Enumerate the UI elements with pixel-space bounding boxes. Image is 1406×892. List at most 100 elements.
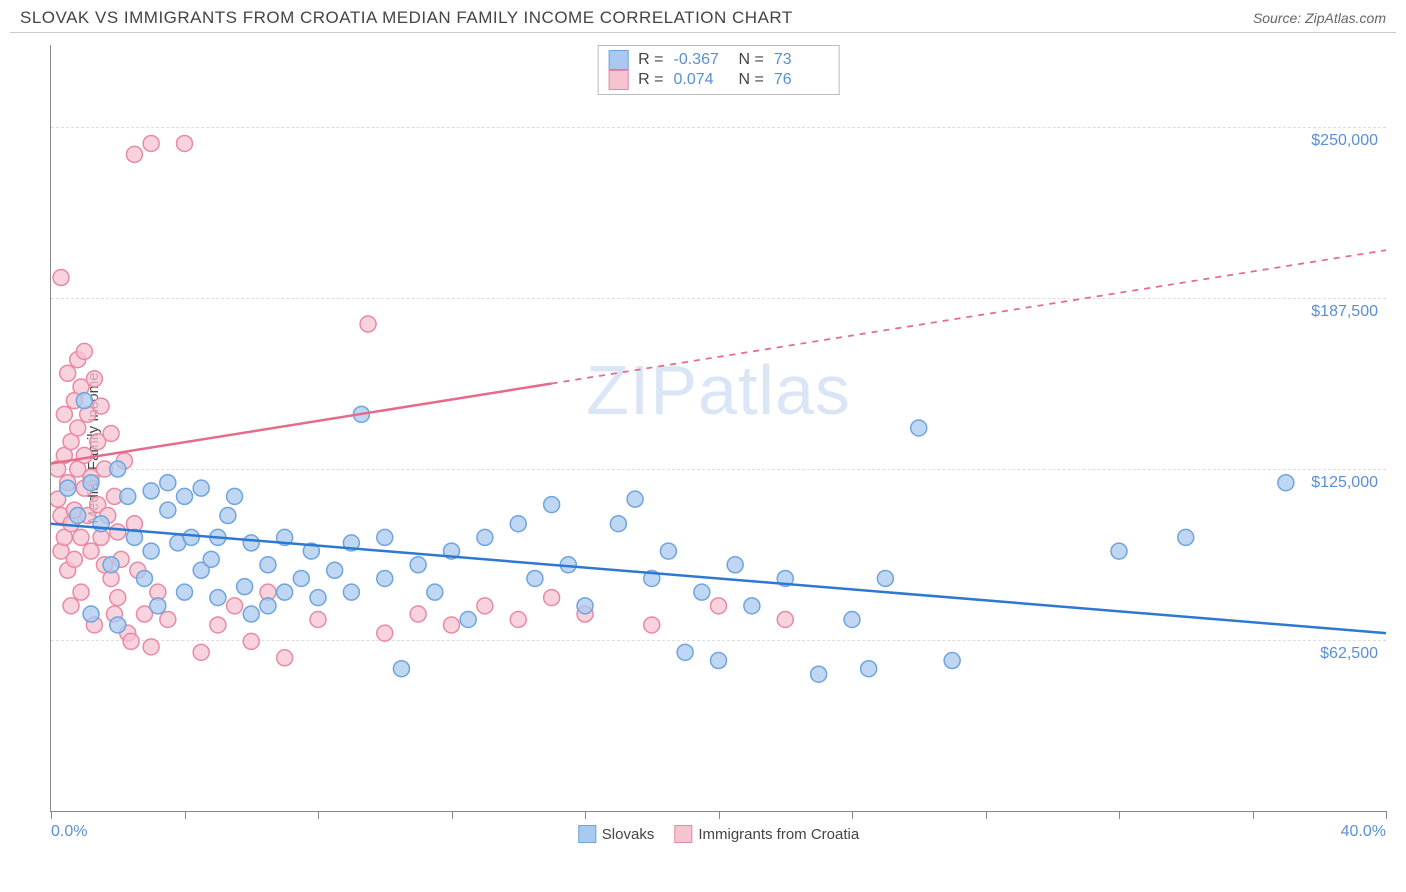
data-point [143, 135, 159, 151]
data-point [293, 570, 309, 586]
x-tick [986, 811, 987, 819]
data-point [210, 617, 226, 633]
data-point [86, 371, 102, 387]
data-point [477, 598, 493, 614]
n-label: N = [739, 71, 764, 89]
data-point [660, 543, 676, 559]
data-point [160, 475, 176, 491]
data-point [444, 617, 460, 633]
trend-line-extrapolated [552, 250, 1386, 383]
data-point [73, 529, 89, 545]
data-point [227, 488, 243, 504]
r-value-slovaks: -0.367 [674, 51, 729, 69]
r-label: R = [638, 71, 663, 89]
data-point [644, 617, 660, 633]
data-point [103, 425, 119, 441]
data-point [527, 570, 543, 586]
x-axis-max-label: 40.0% [1341, 823, 1386, 841]
data-point [110, 590, 126, 606]
x-tick [585, 811, 586, 819]
data-point [677, 644, 693, 660]
data-point [193, 644, 209, 660]
data-point [460, 612, 476, 628]
x-tick [1386, 811, 1387, 819]
data-point [610, 516, 626, 532]
data-point [243, 606, 259, 622]
n-label: N = [739, 51, 764, 69]
chart-header: SLOVAK VS IMMIGRANTS FROM CROATIA MEDIAN… [0, 0, 1406, 32]
data-point [83, 543, 99, 559]
data-point [327, 562, 343, 578]
data-point [1178, 529, 1194, 545]
source-attribution: Source: ZipAtlas.com [1253, 10, 1386, 26]
data-point [143, 483, 159, 499]
data-point [510, 516, 526, 532]
data-point [177, 135, 193, 151]
chart-container: Median Family Income R = -0.367 N = 73 R… [10, 32, 1396, 862]
data-point [277, 650, 293, 666]
data-point [277, 584, 293, 600]
data-point [477, 529, 493, 545]
n-value-croatia: 76 [774, 71, 829, 89]
legend-swatch-slovaks [608, 50, 628, 70]
n-value-slovaks: 73 [774, 51, 829, 69]
data-point [243, 535, 259, 551]
legend-swatch-slovaks-icon [578, 825, 596, 843]
data-point [110, 461, 126, 477]
data-point [60, 480, 76, 496]
legend-row-croatia: R = 0.074 N = 76 [608, 70, 829, 90]
data-point [577, 598, 593, 614]
data-point [377, 625, 393, 641]
data-point [160, 502, 176, 518]
x-tick [452, 811, 453, 819]
data-point [844, 612, 860, 628]
legend-row-slovaks: R = -0.367 N = 73 [608, 50, 829, 70]
legend-label-croatia: Immigrants from Croatia [698, 826, 859, 843]
data-point [83, 475, 99, 491]
data-point [203, 551, 219, 567]
x-axis-min-label: 0.0% [51, 823, 87, 841]
data-point [260, 557, 276, 573]
data-point [93, 398, 109, 414]
data-point [861, 661, 877, 677]
data-point [83, 606, 99, 622]
data-point [343, 584, 359, 600]
x-tick [1253, 811, 1254, 819]
data-point [160, 612, 176, 628]
data-point [410, 557, 426, 573]
data-point [243, 633, 259, 649]
legend-item-croatia: Immigrants from Croatia [674, 825, 859, 843]
data-point [193, 480, 209, 496]
correlation-legend: R = -0.367 N = 73 R = 0.074 N = 76 [597, 45, 840, 95]
data-point [410, 606, 426, 622]
data-point [76, 343, 92, 359]
data-point [393, 661, 409, 677]
x-tick [51, 811, 52, 819]
data-point [711, 598, 727, 614]
data-point [711, 653, 727, 669]
legend-label-slovaks: Slovaks [602, 826, 655, 843]
data-point [123, 633, 139, 649]
data-point [510, 612, 526, 628]
data-point [727, 557, 743, 573]
data-point [227, 598, 243, 614]
r-value-croatia: 0.074 [674, 71, 729, 89]
chart-title: SLOVAK VS IMMIGRANTS FROM CROATIA MEDIAN… [20, 8, 793, 28]
data-point [177, 584, 193, 600]
data-point [110, 524, 126, 540]
trend-line [51, 384, 552, 464]
data-point [627, 491, 643, 507]
data-point [143, 543, 159, 559]
x-tick [185, 811, 186, 819]
data-point [744, 598, 760, 614]
data-point [427, 584, 443, 600]
x-tick [719, 811, 720, 819]
data-point [73, 584, 89, 600]
x-tick [1119, 811, 1120, 819]
data-point [911, 420, 927, 436]
data-point [177, 488, 193, 504]
data-point [60, 365, 76, 381]
data-point [76, 393, 92, 409]
data-point [220, 508, 236, 524]
r-label: R = [638, 51, 663, 69]
